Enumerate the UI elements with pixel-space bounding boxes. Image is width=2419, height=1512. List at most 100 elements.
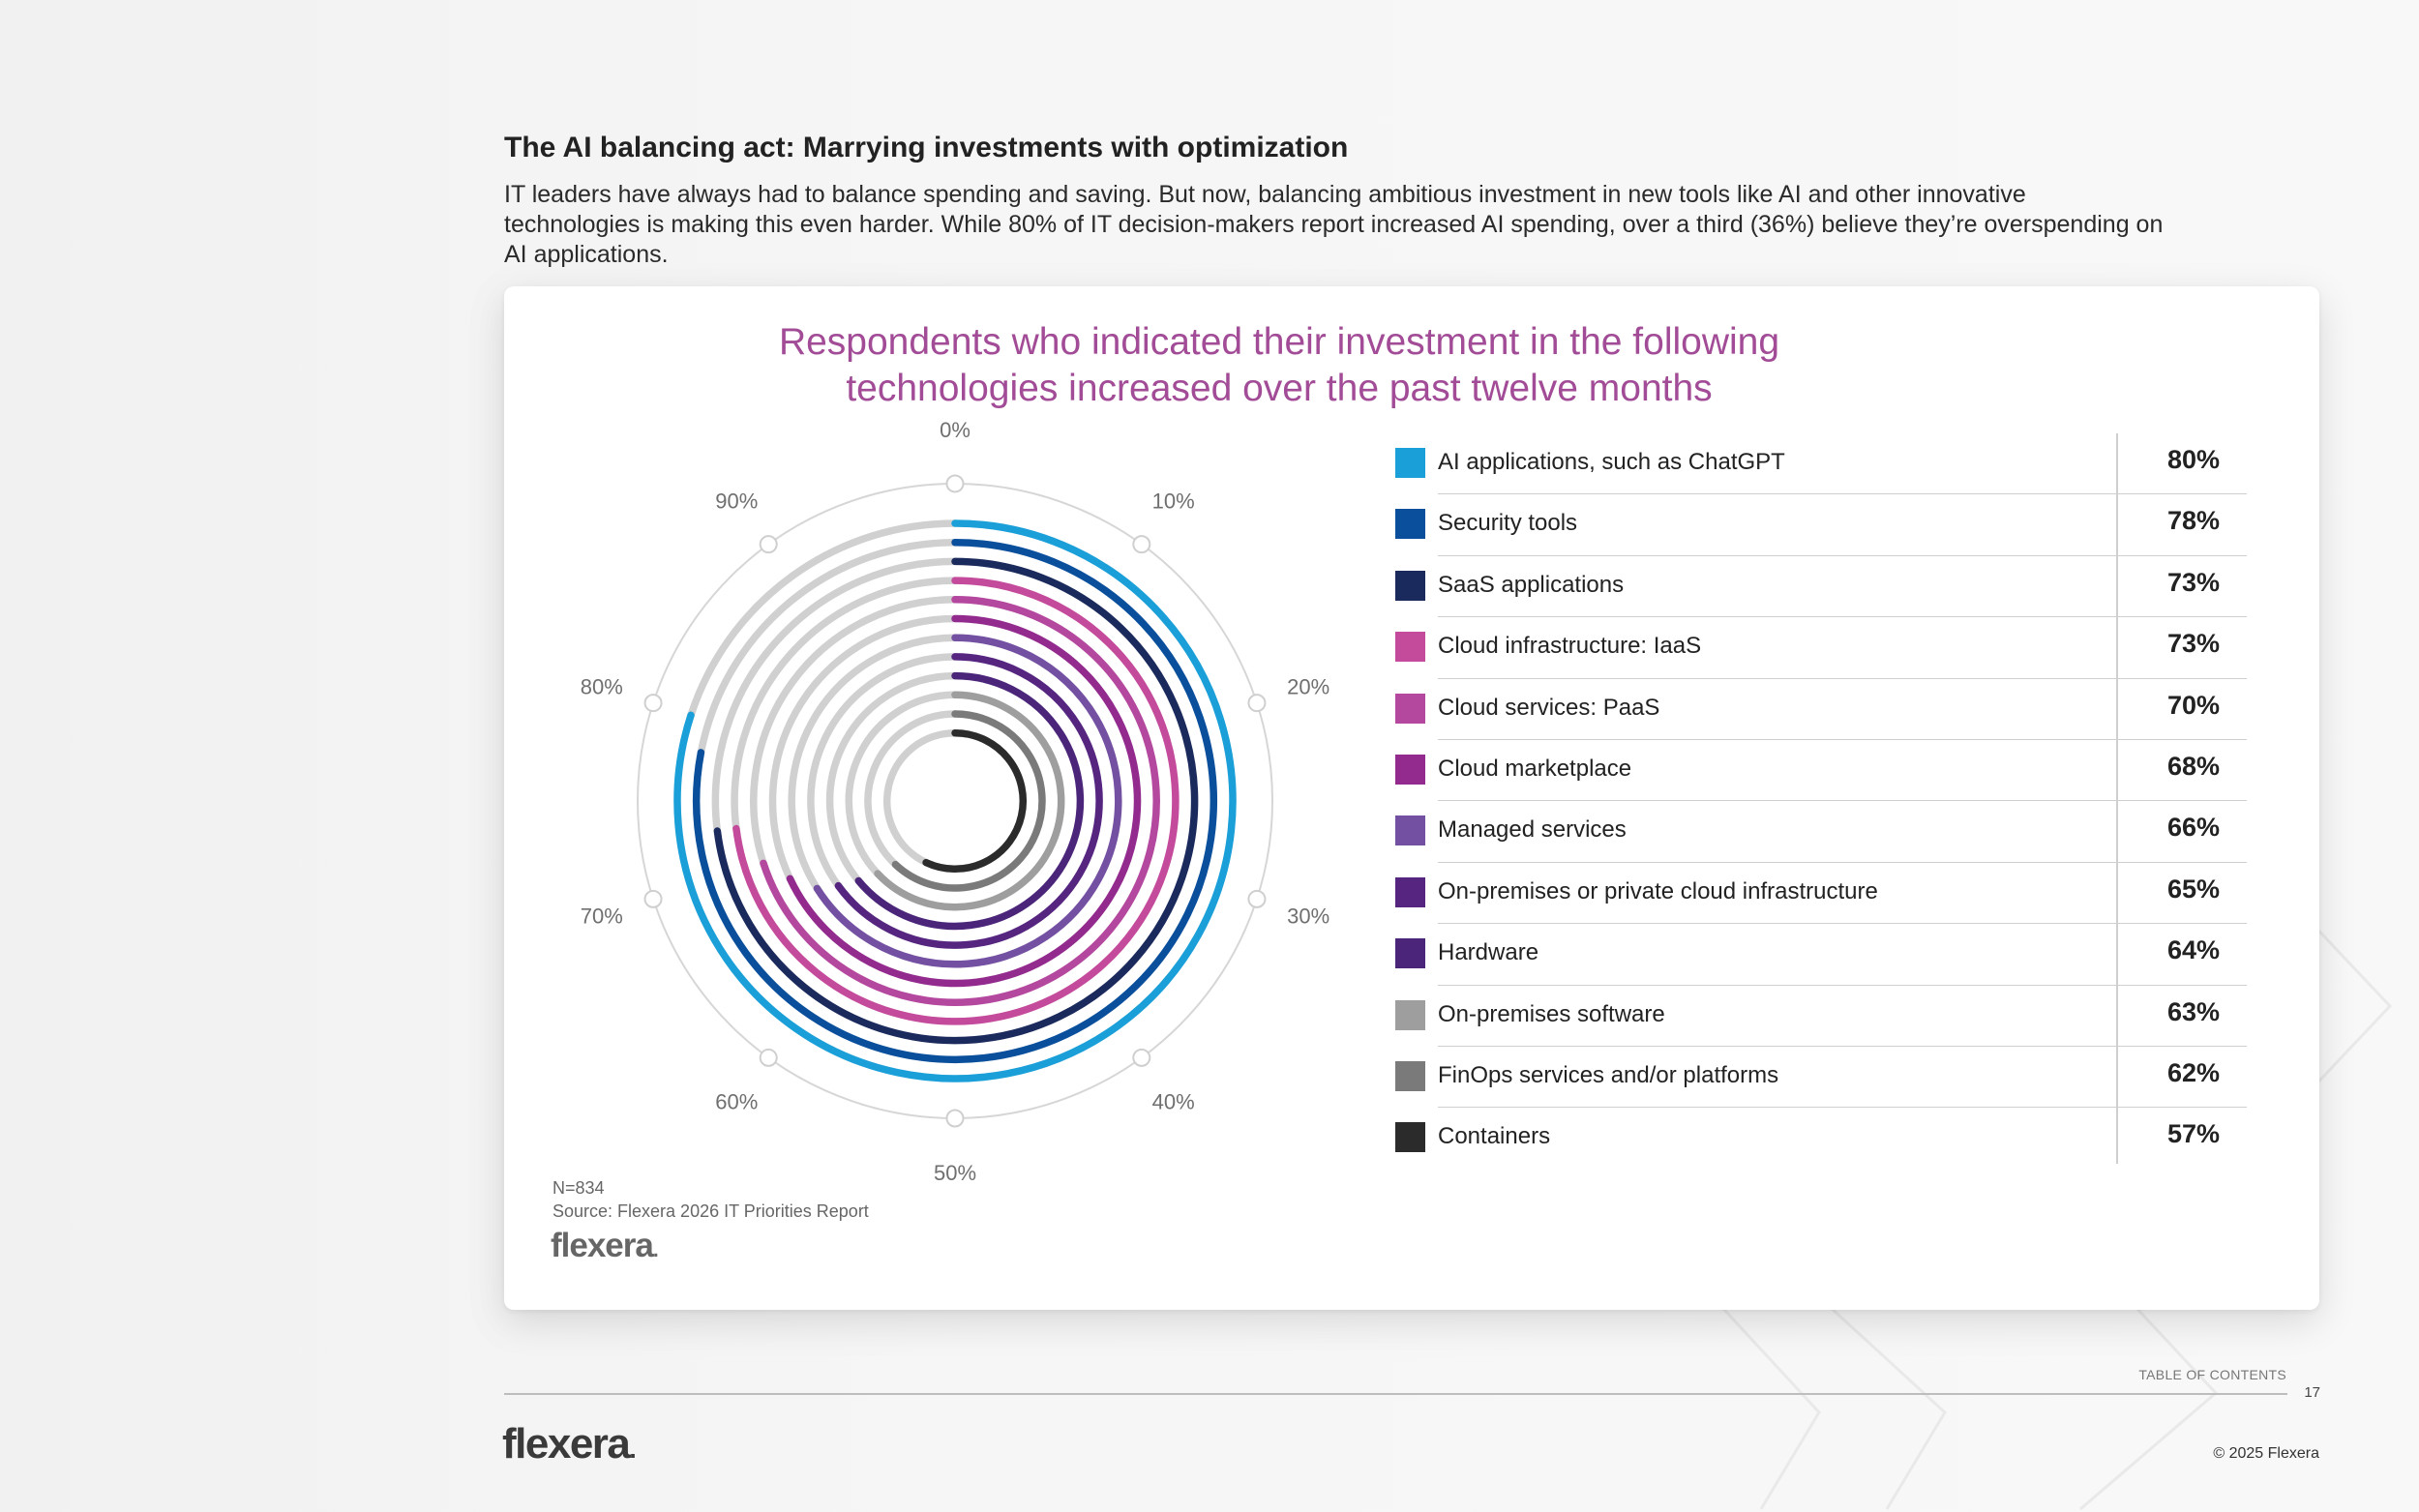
legend-value: 80% [2166,445,2220,474]
legend-label: Cloud services: PaaS [1438,694,1660,721]
legend-label: Security tools [1438,510,1578,537]
legend-label: Cloud infrastructure: IaaS [1438,633,1702,660]
ring-bar [813,634,1122,968]
radial-bar-chart: 0% 10% 20% 30% 40% 50% 60% 70% 80% 90% [581,418,1329,1185]
section-heading: The AI balancing act: Marrying investmen… [504,132,1349,163]
legend-swatch [1395,1060,1425,1091]
axis-tick-label: 30% [1287,904,1329,929]
legend-value: 70% [2166,690,2220,720]
ring-bar [732,577,1180,1025]
legend-value: 73% [2166,567,2220,597]
legend-value: 78% [2166,506,2220,536]
axis-tick-label: 60% [715,1090,758,1114]
legend-label: Hardware [1438,939,1539,966]
ring-bar [692,538,1218,1064]
legend-swatch [1395,876,1425,907]
source-note: Source: Flexera 2026 IT Priorities Repor… [552,1201,869,1221]
legend-label: On-premises or private cloud infrastruct… [1438,877,1878,904]
legend-item: Containers 57% [1395,1108,2247,1169]
legend-swatch [1395,999,1425,1030]
chart-title: Respondents who indicated their investme… [504,319,2319,412]
legend-value: 57% [2166,1119,2220,1149]
ring-bar [713,557,1199,1045]
ring-bar [760,596,1160,1006]
legend-value-divider [2116,433,2118,1164]
legend-item: Hardware 64% [1395,924,2247,986]
axis-tick-marker [1132,535,1151,554]
table-of-contents-link[interactable]: TABLE OF CONTENTS [2138,1367,2286,1382]
sample-size-note: N=834 [552,1178,605,1198]
legend-value: 68% [2166,751,2220,781]
legend-value: 65% [2166,874,2220,904]
ring-track [711,557,959,835]
axis-tick-marker [1132,1048,1151,1067]
ring-track [882,728,959,867]
legend-value: 73% [2166,629,2220,659]
legend-label: Managed services [1438,816,1627,844]
page-number: 17 [2304,1384,2320,1401]
chart-title-line-1: Respondents who indicated their investme… [778,321,1780,363]
legend-value: 63% [2166,996,2220,1026]
ring-bar [891,710,1046,892]
ring-bar [834,653,1103,949]
chart-title-line-2: technologies increased over the past twe… [846,368,1713,409]
legend-swatch [1395,632,1425,663]
flexera-logo: flexera. [502,1420,637,1468]
chart-card: Respondents who indicated their investme… [504,286,2319,1310]
legend-value: 64% [2166,935,2220,965]
axis-tick-label: 10% [1152,489,1195,513]
ring-track [768,614,959,883]
intro-paragraph: IT leaders have always had to balance sp… [504,181,2164,268]
axis-tick-label: 80% [581,674,623,698]
axis-tick-marker [1247,889,1267,908]
axis-tick-marker [643,889,663,908]
axis-tick-label: 20% [1287,674,1329,698]
ring-bar [854,671,1085,931]
card-flexera-logo: flexera. [551,1227,659,1264]
legend-swatch [1395,448,1425,478]
axis-tick-marker [759,535,778,554]
axis-tick-label: 90% [715,489,758,513]
legend-item: Cloud infrastructure: IaaS 73% [1395,617,2247,679]
ring-track [864,710,959,869]
legend-label: AI applications, such as ChatGPT [1438,449,1785,475]
axis-tick-label: 0% [940,418,971,442]
axis-tick-marker [759,1048,778,1067]
legend-label: On-premises software [1438,1000,1665,1027]
axis-tick-label: 50% [934,1161,976,1185]
legend-label: Cloud marketplace [1438,755,1632,782]
ring-bar [786,614,1142,988]
legend-swatch [1395,815,1425,846]
ring-bar [874,691,1065,911]
ring-track [788,634,959,893]
legend-swatch [1395,938,1425,969]
legend-item: On-premises or private cloud infrastruct… [1395,863,2247,925]
legend-label: FinOps services and/or platforms [1438,1061,1779,1088]
legend-item: Security tools 78% [1395,494,2247,557]
legend-label: SaaS applications [1438,571,1625,598]
legend-item: Managed services 66% [1395,801,2247,864]
axis-tick-label: 40% [1152,1090,1195,1114]
legend-item: Cloud marketplace 68% [1395,740,2247,802]
legend-item: AI applications, such as ChatGPT 80% [1395,433,2247,495]
legend-item: Cloud services: PaaS 70% [1395,679,2247,741]
axis-tick-marker [643,694,663,713]
legend-value: 62% [2166,1057,2220,1087]
legend-item: SaaS applications 73% [1395,556,2247,618]
legend-value: 66% [2166,813,2220,843]
ring-track [825,671,959,885]
copyright: © 2025 Flexera [2213,1445,2319,1462]
ring-track [750,596,959,868]
legend-swatch [1395,509,1425,540]
legend-item: FinOps services and/or platforms 62% [1395,1047,2247,1109]
legend-swatch [1395,754,1425,785]
footer-rule [504,1393,2287,1395]
legend-swatch [1395,693,1425,724]
ring-bar [673,519,1237,1082]
legend-label: Containers [1438,1123,1551,1150]
ring-track [845,691,959,877]
legend-swatch [1395,570,1425,601]
ring-bar [922,728,1028,873]
ring-track [697,538,959,756]
ring-track [807,653,959,890]
